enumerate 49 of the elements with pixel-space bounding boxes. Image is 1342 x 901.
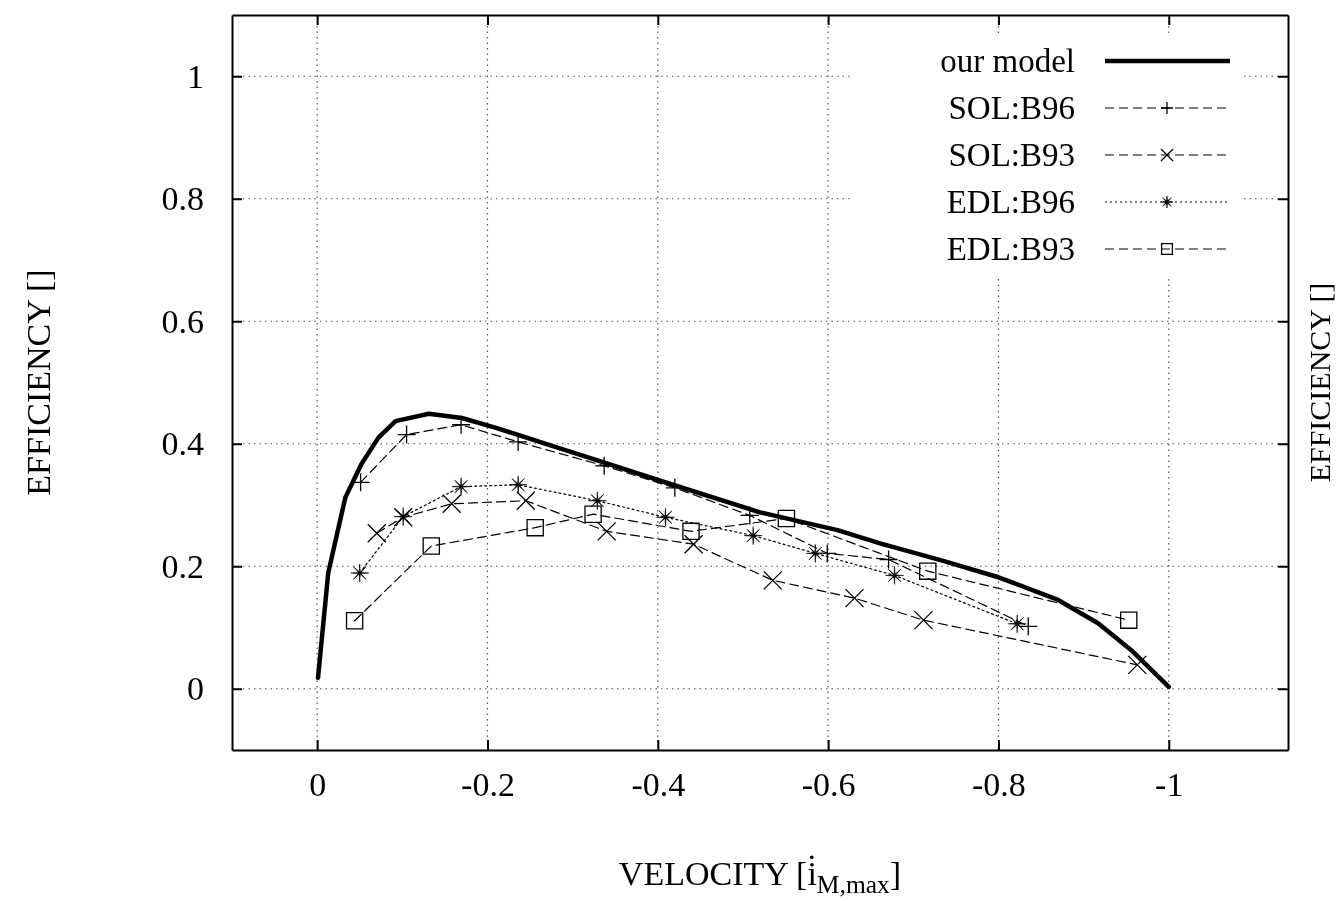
x-tick-label: -1 [1155, 766, 1184, 804]
point [806, 544, 825, 563]
point [526, 518, 544, 537]
point [1007, 614, 1027, 634]
point [345, 612, 364, 630]
point [777, 509, 796, 528]
point [367, 523, 387, 543]
point [422, 537, 441, 555]
x-axis-title: VELOCITY [i̇$_{M,max}$] [618, 855, 902, 899]
point [508, 475, 528, 495]
point [656, 507, 675, 527]
point [396, 424, 417, 445]
point [1120, 611, 1138, 629]
x-tick-label: -0.8 [972, 766, 1026, 804]
y-tick-label: 0.6 [161, 302, 204, 340]
line-series [315, 411, 1172, 690]
x-tick-label: -0.2 [461, 766, 515, 804]
point [451, 477, 471, 496]
y2-axis-title: EFFICIENCY [] [1303, 282, 1336, 483]
x-tick-label: 0 [309, 766, 327, 804]
point [597, 521, 617, 541]
point [913, 610, 934, 630]
y-tick-label: 0.8 [161, 180, 204, 218]
y-axis-title: EFFICIENCY [] [20, 269, 57, 496]
point [682, 522, 700, 541]
y-tick-label: 0 [187, 670, 204, 708]
legend-label: SOL:B96 [948, 90, 1075, 126]
y-tick-label: 0.2 [161, 547, 204, 585]
point [743, 526, 763, 545]
point [878, 549, 899, 570]
point [683, 534, 704, 554]
point [442, 494, 462, 514]
point [516, 491, 536, 511]
legend-label: SOL:B93 [948, 137, 1075, 173]
point [584, 505, 602, 523]
y-tick-label: 1 [187, 57, 204, 95]
point [350, 563, 370, 583]
y-tick-label: 0.4 [161, 425, 204, 463]
point [844, 588, 865, 608]
legend-label: EDL:B96 [946, 184, 1075, 220]
point [1127, 655, 1147, 675]
point [1018, 616, 1038, 636]
point [763, 570, 783, 590]
x-tick-label: -0.4 [631, 766, 686, 804]
point [919, 562, 937, 580]
point [885, 566, 904, 585]
legend-label: our model [940, 43, 1075, 79]
x-tick-label: -0.6 [801, 766, 856, 804]
legend-label: EDL:B93 [946, 231, 1075, 267]
